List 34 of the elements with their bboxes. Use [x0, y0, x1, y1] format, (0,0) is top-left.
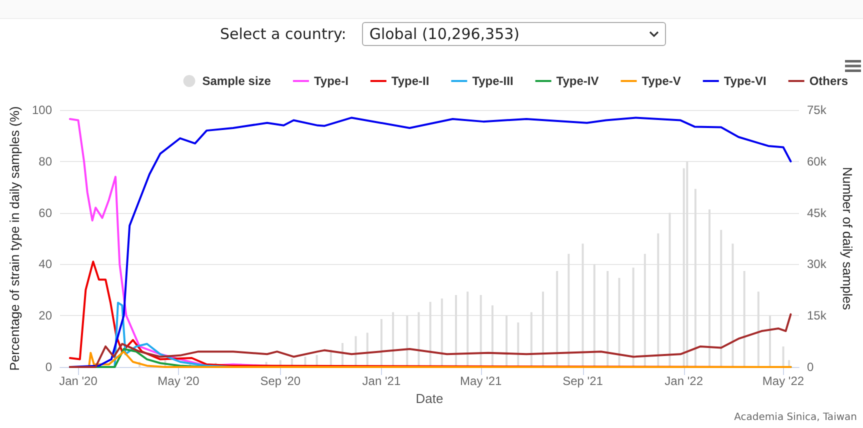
x-tick-label: Jan '21: [362, 374, 401, 388]
legend-label: Type-II: [391, 74, 430, 88]
y2-tick-label: 45k: [807, 206, 828, 220]
x-tick-label: May '21: [460, 374, 502, 388]
legend-label: Type-IV: [556, 74, 599, 88]
text: Global (10,296,353): [369, 25, 520, 43]
y-tick-label: 80: [38, 154, 52, 168]
y-tick-label: 40: [38, 257, 52, 272]
x-axis-title: Date: [416, 391, 444, 406]
y-axis-title: Percentage of strain type in daily samples (%): [7, 106, 22, 371]
legend-label: Sample size: [202, 74, 272, 88]
text: Select a country:: [220, 25, 346, 43]
legend-label: Type-I: [314, 74, 348, 88]
legend-label: Type-VI: [724, 74, 766, 88]
y2-tick-label: 15k: [807, 308, 828, 323]
y-tick-label: 0: [45, 360, 52, 374]
y-tick-label: 100: [32, 103, 52, 117]
x-tick-label: May '20: [158, 374, 200, 388]
x-tick-label: Sep '20: [260, 374, 301, 388]
y-tick-label: 20: [38, 308, 52, 323]
x-tick-label: Sep '21: [562, 374, 604, 388]
y2-axis-title: Number of daily samples: [840, 166, 855, 311]
x-tick-label: Jan '20: [59, 374, 98, 388]
x-tick-label: Jan '22: [664, 374, 704, 388]
legend-label: Type-V: [642, 74, 681, 88]
y2-tick-label: 30k: [807, 257, 828, 272]
legend-label: Type-III: [472, 74, 514, 88]
legend-label: Others: [809, 74, 848, 88]
text: Academia Sinica, Taiwan: [734, 412, 857, 423]
y-tick-label: 60: [38, 206, 52, 220]
y2-tick-label: 60k: [807, 154, 828, 168]
y2-tick-label: 0: [807, 360, 814, 374]
y2-tick-label: 75k: [807, 103, 828, 117]
x-tick-label: May '22: [762, 374, 804, 388]
